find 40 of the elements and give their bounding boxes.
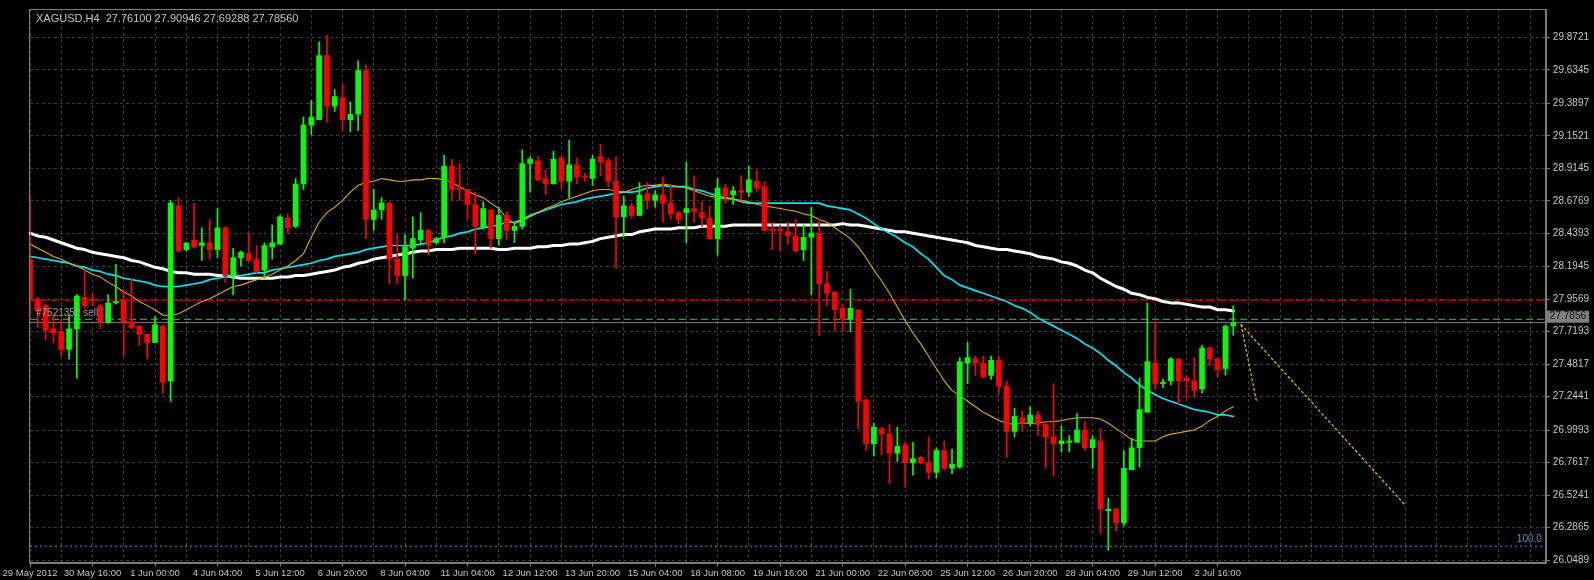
y-tick-label: 29.6345 <box>1552 63 1590 75</box>
y-tick-label: 27.2441 <box>1552 390 1590 402</box>
y-tick-label: 29.3897 <box>1552 97 1590 109</box>
y-tick-label: 29.1521 <box>1552 129 1590 141</box>
x-tick-label: 12 Jun 12:00 <box>502 566 558 578</box>
x-tick-label: 4 Jun 04:00 <box>192 566 243 578</box>
x-tick-label: 29 Jun 12:00 <box>1127 566 1183 578</box>
x-tick-label: 8 Jun 04:00 <box>380 566 430 578</box>
y-tick-label: 28.9145 <box>1552 162 1590 174</box>
x-tick-label: 29 May 2012 <box>2 566 58 578</box>
x-tick-label: 2 Jul 16:00 <box>1194 566 1241 578</box>
x-tick-label: 6 Jun 20:00 <box>317 566 368 578</box>
x-tick-label: 30 May 16:00 <box>63 566 122 578</box>
ref-line-label: 27.7856 <box>1549 310 1587 322</box>
chart-title: XAGUSD,H4 27.76100 27.90946 27.69288 27.78560 <box>36 11 299 24</box>
x-tick-label: 18 Jun 08:00 <box>690 566 746 578</box>
x-tick-label: 28 Jun 04:00 <box>1065 566 1121 578</box>
x-tick-label: 13 Jun 20:00 <box>565 566 621 578</box>
y-tick-label: 27.7193 <box>1552 325 1590 337</box>
x-tick-label: 15 Jun 04:00 <box>627 566 683 578</box>
annotation: 100.0 <box>1516 532 1543 544</box>
y-tick-label: 26.2865 <box>1552 521 1590 533</box>
y-tick-label: 26.0489 <box>1552 553 1590 565</box>
x-tick-label: 22 Jun 08:00 <box>877 566 933 578</box>
y-tick-label: 28.6769 <box>1552 194 1590 206</box>
y-tick-label: 26.7617 <box>1552 456 1590 468</box>
y-tick-label: 28.1945 <box>1552 260 1590 272</box>
y-tick-label: 26.9993 <box>1552 423 1590 435</box>
x-tick-label: 1 Jun 00:00 <box>130 566 180 578</box>
y-tick-label: 27.4817 <box>1552 357 1590 369</box>
y-tick-label: 27.9569 <box>1552 292 1590 304</box>
x-tick-label: 26 Jun 20:00 <box>1002 566 1058 578</box>
y-tick-label: 28.4393 <box>1552 227 1590 239</box>
y-tick-label: 29.8721 <box>1552 31 1590 43</box>
x-tick-label: 25 Jun 12:00 <box>940 566 996 578</box>
x-tick-label: 19 Jun 16:00 <box>752 566 808 578</box>
x-tick-label: 5 Jun 12:00 <box>255 566 305 578</box>
x-tick-label: 11 Jun 04:00 <box>440 566 495 578</box>
y-tick-label: 26.5241 <box>1552 488 1590 500</box>
x-tick-label: 21 Jun 00:00 <box>815 566 871 578</box>
